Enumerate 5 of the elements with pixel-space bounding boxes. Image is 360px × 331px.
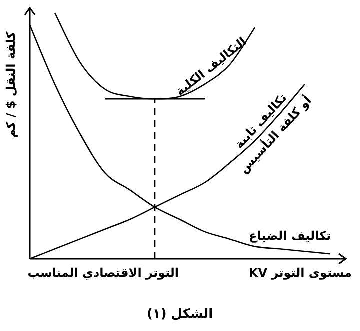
x-axis-title: مستوى التوتر KV bbox=[248, 266, 352, 280]
series-label: تكاليف الضياع bbox=[249, 229, 331, 244]
text: التوتر الاقتصادي المناسب bbox=[28, 266, 179, 280]
y-axis-title: كلفة النقل $ / كم bbox=[4, 32, 18, 138]
text: الشكل (١) bbox=[146, 307, 214, 322]
